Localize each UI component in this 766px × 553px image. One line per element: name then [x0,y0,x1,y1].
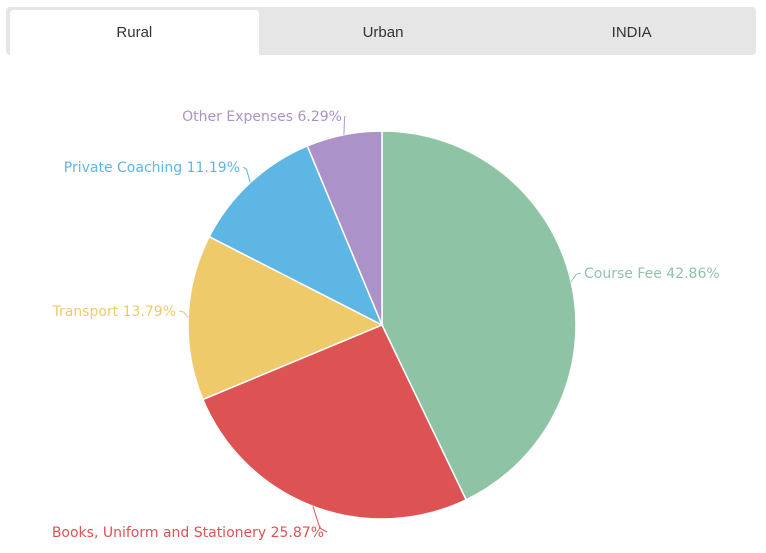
label-connector [242,166,251,183]
slice-label-transport: Transport 13.79% [51,304,176,320]
slice-label-course-fee: Course Fee 42.86% [584,266,720,282]
tab-rural[interactable]: Rural [10,10,259,55]
pie-slice-private-coaching[interactable] [208,144,384,327]
tab-urban-label: Urban [362,24,404,41]
tab-rural-label: Rural [116,24,153,41]
slice-label-other-expenses: Other Expenses 6.29% [182,109,342,125]
slice-label-private-coaching: Private Coaching 11.19% [64,160,240,176]
tab-india[interactable]: INDIA [507,10,756,55]
pie-slice-course-fee[interactable] [381,130,577,501]
label-connector [343,115,346,135]
pie-slice-transport[interactable] [187,235,384,401]
pie-slice-books-uniform-and-stationery[interactable] [201,324,468,520]
label-connector [570,272,582,283]
pie-slice-other-expenses[interactable] [306,130,383,326]
label-connector [312,506,328,533]
tab-urban[interactable]: Urban [259,10,508,55]
region-tab-bar: Rural Urban INDIA [6,7,756,55]
slice-label-books-uniform-and-stationery: Books, Uniform and Stationery 25.87% [52,525,324,541]
tab-india-label: INDIA [611,24,652,41]
label-connector [178,310,189,318]
